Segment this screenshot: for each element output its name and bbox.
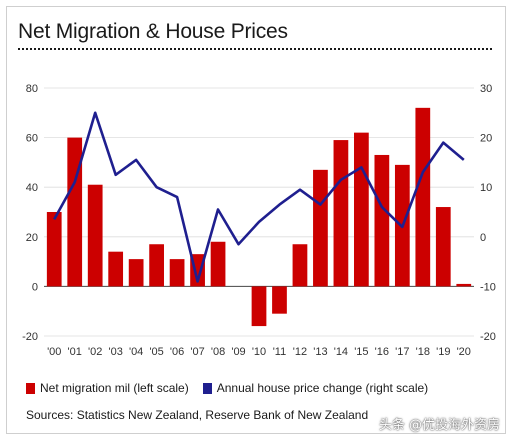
right-tick-label: 0	[480, 232, 486, 244]
x-tick-label: '19	[436, 346, 450, 358]
x-tick-label: '20	[457, 346, 471, 358]
bar-11	[272, 286, 287, 314]
right-tick-label: 10	[480, 182, 492, 194]
x-tick-label: '12	[293, 346, 307, 358]
bar-00	[46, 212, 62, 287]
x-tick-label: '17	[395, 346, 409, 358]
bar-16	[374, 154, 390, 287]
left-axis-ticks: -20 0 20 40 60 80	[22, 83, 38, 343]
x-tick-label: '16	[375, 346, 389, 358]
house-price-line	[53, 111, 465, 283]
x-tick-label: '02	[88, 346, 102, 358]
bar-02	[87, 184, 103, 287]
x-tick-label: '13	[313, 346, 327, 358]
bar-20	[456, 283, 472, 287]
x-tick-label: '18	[416, 346, 430, 358]
bar-05	[149, 244, 164, 287]
x-tick-label: '06	[170, 346, 184, 358]
bar-06	[169, 259, 185, 287]
bar-13	[313, 169, 328, 287]
x-tick-label: '00	[47, 346, 61, 358]
right-tick-label: -10	[480, 281, 496, 293]
left-tick-label: 20	[26, 232, 38, 244]
legend-swatch-line	[202, 382, 212, 394]
left-tick-label: 80	[26, 83, 38, 95]
x-tick-label: '04	[129, 346, 143, 358]
x-axis-ticks: '00 '01 '02 '03 '04 '05 '06 '07 '08 '09 '10 '11 '12 '…	[47, 346, 471, 358]
source-note: Sources: Statistics New Zealand, Reserve…	[26, 408, 369, 422]
x-tick-label: '03	[108, 346, 122, 358]
legend-label-migration: Net migration mil (left scale)	[40, 381, 189, 395]
bar-03	[108, 251, 124, 287]
right-tick-label: -20	[480, 331, 496, 343]
bar-04	[128, 259, 144, 287]
x-tick-label: '08	[211, 346, 225, 358]
title-divider	[18, 48, 492, 50]
bar-14	[333, 140, 349, 287]
bar-08	[210, 241, 226, 287]
legend-label-house-price: Annual house price change (right scale)	[216, 381, 429, 395]
left-tick-label: 0	[32, 281, 38, 293]
left-tick-label: 40	[26, 182, 38, 194]
legend-swatch-bar	[26, 382, 35, 394]
x-tick-label: '11	[273, 346, 287, 358]
bar-12	[292, 244, 308, 287]
x-tick-label: '15	[354, 346, 368, 358]
legend-item-house-price: Annual house price change (right scale)	[202, 381, 429, 395]
x-tick-label: '10	[252, 346, 266, 358]
bar-19	[435, 207, 451, 287]
right-tick-label: 30	[480, 83, 492, 95]
bar-15	[354, 132, 369, 287]
bar-10	[251, 286, 267, 327]
x-tick-label: '07	[190, 346, 204, 358]
x-tick-label: '09	[231, 346, 245, 358]
bar-01	[67, 137, 83, 287]
bar-18	[415, 107, 431, 287]
legend: Net migration mil (left scale) Annual ho…	[26, 381, 442, 395]
watermark: 头条 @优投海外资房	[378, 418, 500, 433]
chart-title: Net Migration & House Prices	[18, 20, 288, 43]
x-tick-label: '01	[68, 346, 82, 358]
right-axis-ticks: -20 -10 0 10 20 30	[480, 83, 496, 343]
left-tick-label: 60	[26, 133, 38, 145]
left-tick-label: -20	[22, 331, 38, 343]
right-tick-label: 20	[480, 133, 492, 145]
legend-item-migration: Net migration mil (left scale)	[26, 381, 189, 395]
migration-bars	[46, 107, 472, 327]
x-tick-label: '05	[149, 346, 163, 358]
x-tick-label: '14	[334, 346, 348, 358]
